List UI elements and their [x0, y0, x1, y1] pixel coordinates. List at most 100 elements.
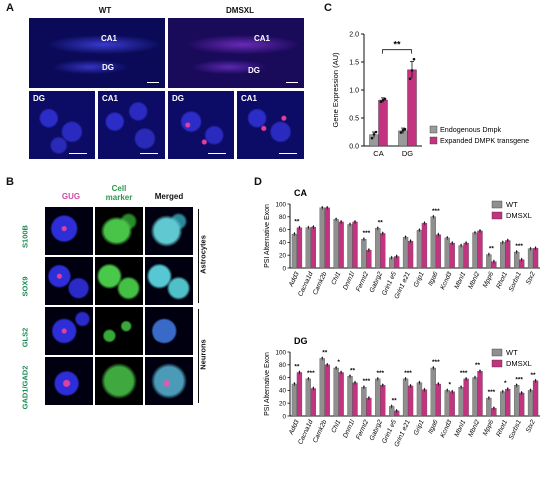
marker-image-s100b: [95, 207, 143, 255]
significance-label: **: [322, 349, 328, 356]
bar: [486, 397, 492, 417]
data-point: [520, 258, 523, 260]
legend-label: Expanded DMPK transgene: [440, 136, 529, 145]
x-tick-label: Chl1: [330, 271, 342, 287]
data-point: [479, 229, 481, 232]
bar: [361, 239, 367, 269]
bar: [449, 242, 455, 269]
panel-c-chart: 0.0 0.5 1.0 1.5 2.0 Gene Expression (AU) CA DG *…: [331, 32, 529, 159]
y-tick-label: 100: [275, 349, 286, 356]
data-point: [529, 388, 532, 391]
bar: [296, 227, 303, 269]
data-point: [460, 385, 462, 388]
data-point: [460, 244, 462, 246]
data-point: [399, 131, 403, 134]
bar: [444, 390, 450, 417]
scale-bar: [279, 153, 297, 154]
gug-image-s100b: [45, 207, 93, 255]
bar: [532, 248, 539, 269]
bar: [444, 237, 450, 269]
scale-bar: [69, 153, 87, 154]
bar: [477, 230, 483, 269]
dmsxl-dg-label: DG: [248, 66, 260, 75]
bar: [458, 245, 464, 269]
significance-label: ***: [363, 378, 371, 385]
scale-bar: [147, 82, 159, 83]
y-tick-label: 100: [275, 201, 286, 208]
bar: [519, 392, 525, 417]
bar: [338, 372, 344, 417]
panel-c-letter: C: [324, 2, 332, 14]
panel-b-letter: B: [6, 176, 14, 188]
y-tick-label: 40: [279, 240, 287, 247]
y-tick-label: 2.0: [349, 32, 359, 39]
data-point: [335, 217, 337, 220]
significance-label: **: [294, 363, 300, 370]
data-point: [390, 404, 393, 407]
legend-label: DMSXL: [506, 211, 532, 220]
row-label-gls2: GLS2: [20, 327, 30, 348]
merged-image-gls2: [145, 307, 193, 355]
wt-dg-zoom-image: DG: [29, 91, 95, 159]
data-point: [381, 383, 384, 386]
y-axis-label: PSI Alternative Exon: [264, 204, 271, 268]
bar: [430, 216, 436, 269]
data-point: [423, 221, 426, 224]
data-point: [321, 206, 324, 208]
scale-bar: [286, 82, 298, 83]
data-point: [368, 248, 370, 251]
legend-swatch: [429, 136, 438, 145]
data-point: [432, 366, 435, 369]
x-tick-label: Sorbs1: [508, 271, 523, 293]
data-point: [401, 129, 405, 132]
bar: [333, 219, 339, 269]
wt-overview-image: CA1 DG: [29, 18, 165, 88]
significance-label: ***: [376, 370, 384, 377]
data-point: [418, 381, 421, 383]
legend-swatch: [491, 348, 503, 357]
data-point: [381, 98, 385, 102]
data-point: [506, 387, 509, 390]
x-tick-label: Add3: [287, 271, 300, 289]
y-tick-label: 0.0: [349, 144, 359, 151]
bar: [527, 390, 534, 417]
dmsxl-overview-image: CA1 DG: [168, 18, 304, 88]
y-tick-label: 60: [279, 227, 287, 234]
significance-label: **: [392, 397, 398, 404]
bar: [378, 99, 388, 147]
significance-label: **: [489, 246, 495, 253]
bar: [514, 251, 520, 269]
data-point: [340, 371, 342, 373]
bar: [380, 385, 386, 417]
significance-label: ***: [432, 359, 440, 366]
neurons-group-label: Neurons: [198, 339, 208, 370]
data-point: [474, 376, 476, 378]
bar: [486, 254, 492, 269]
data-point: [298, 371, 301, 373]
x-tick-label: Sorbs1: [508, 419, 523, 441]
bar: [407, 69, 417, 147]
x-tick-label: Grip1: [413, 271, 426, 289]
y-tick-label: 1.5: [349, 60, 359, 67]
data-point: [451, 241, 454, 244]
bar: [407, 385, 414, 417]
x-tick-label: Rhot1: [495, 419, 509, 438]
wt-ca1-zoom-label: CA1: [102, 94, 119, 103]
bar: [527, 248, 534, 269]
x-tick-label: Grip1: [413, 419, 426, 437]
y-tick-label: 60: [279, 375, 287, 382]
data-point: [374, 130, 378, 134]
data-point: [479, 369, 481, 372]
merged-image-sox9: [145, 257, 193, 305]
data-point: [432, 215, 435, 217]
panel-d-letter: D: [254, 176, 262, 188]
data-point: [326, 363, 329, 365]
data-point: [326, 206, 329, 208]
data-point: [368, 396, 370, 399]
y-tick-label: 0: [282, 413, 286, 420]
scale-bar: [208, 153, 226, 154]
data-point: [474, 231, 476, 233]
data-point: [488, 396, 490, 399]
dmsxl-ca1-zoom-image: CA1: [237, 91, 304, 159]
